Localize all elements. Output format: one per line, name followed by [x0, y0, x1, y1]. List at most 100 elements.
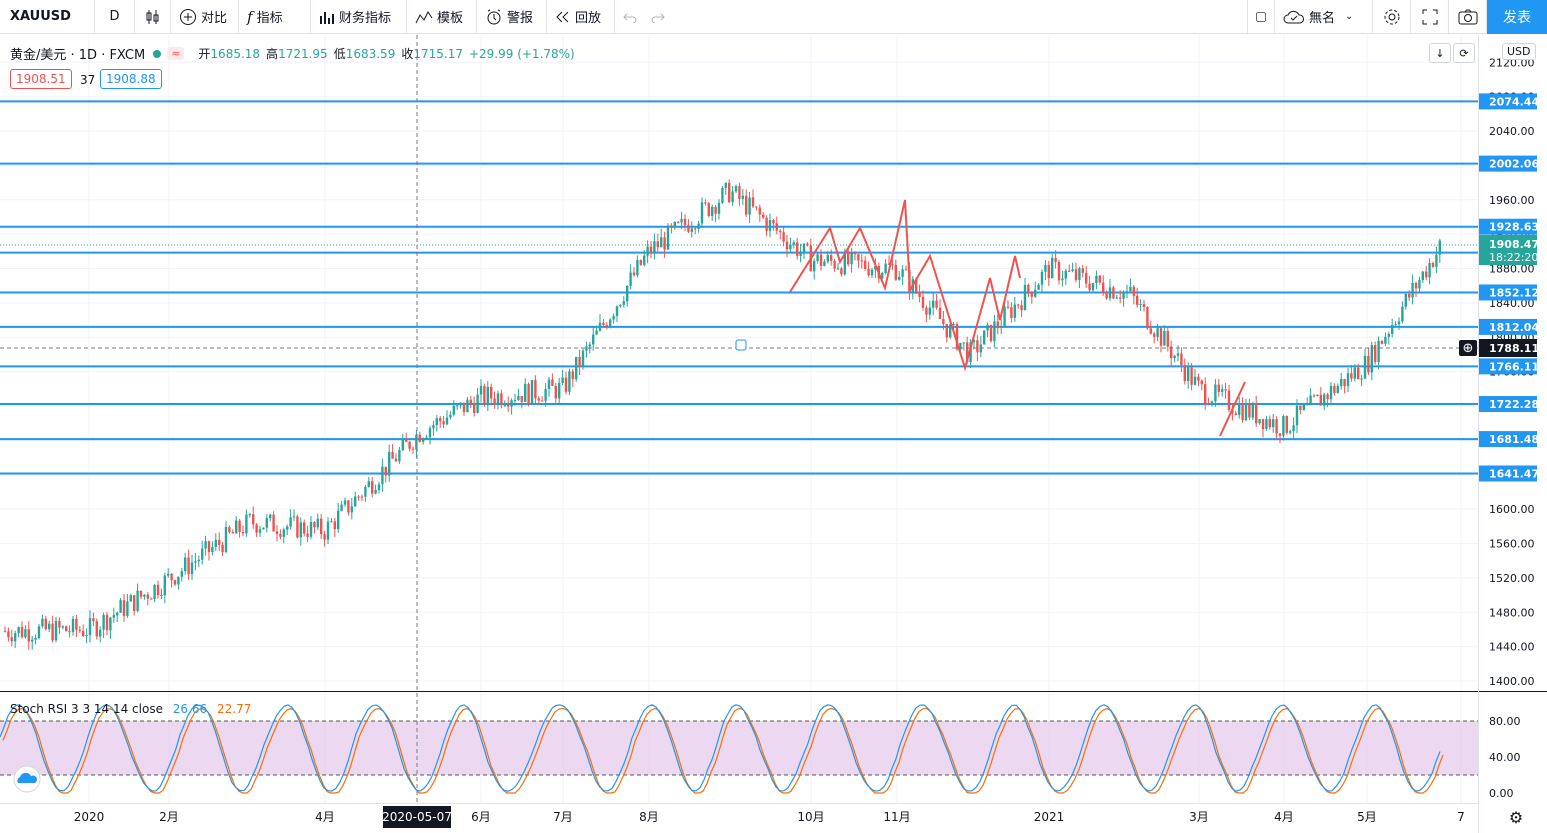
stoch-k-value: 26.66 — [172, 702, 208, 716]
candle-body — [639, 259, 642, 265]
candle-body — [1438, 240, 1441, 255]
candle-body — [493, 398, 496, 404]
stoch-axis[interactable]: 80.00 40.00 0.00 — [1489, 715, 1521, 800]
redo-icon[interactable] — [651, 11, 665, 23]
price-tick-label: 1960.00 — [1489, 194, 1535, 207]
fullscreen-layout-button[interactable] — [1247, 0, 1275, 34]
candle-body — [180, 571, 183, 577]
fullscreen-button[interactable] — [1411, 0, 1449, 34]
candle-body — [1044, 264, 1047, 272]
candle-body — [894, 264, 897, 280]
candle-body — [78, 629, 81, 631]
replay-button[interactable]: 回放 — [547, 0, 615, 34]
candle-body — [1234, 413, 1237, 415]
last-price-box — [1479, 235, 1537, 266]
candle-body — [1248, 403, 1251, 418]
stoch-legend[interactable]: Stoch RSI 3 3 14 14 close 26.66 22.77 — [10, 702, 251, 716]
horizontal-levels — [0, 100, 1478, 475]
candle-body — [1098, 275, 1101, 283]
candle-body — [690, 228, 693, 232]
candle-body — [918, 292, 921, 297]
ask-price[interactable]: 1908.88 — [100, 69, 162, 89]
undo-icon[interactable] — [623, 11, 637, 23]
candle-body — [1350, 373, 1353, 379]
candle-body — [133, 595, 136, 612]
zigzag-line[interactable] — [789, 199, 1021, 372]
indicators-button[interactable]: f 指标 — [239, 0, 311, 34]
candles — [3, 179, 1441, 650]
candle-body — [146, 594, 149, 599]
candle-body — [1255, 403, 1258, 424]
candle-body — [711, 206, 714, 216]
symbol-label: XAUUSD — [10, 9, 71, 24]
candle-body — [411, 448, 415, 450]
candle-body — [292, 516, 296, 518]
interval-button[interactable]: D — [95, 0, 135, 34]
candle-body — [170, 573, 173, 581]
close-label: 收 — [401, 47, 414, 61]
templates-button[interactable]: 模板 — [407, 0, 477, 34]
compare-button[interactable]: 对比 — [171, 0, 239, 34]
crosshair-plus-button[interactable] — [1459, 340, 1477, 356]
rewind-icon — [556, 11, 569, 22]
candle-body — [7, 631, 10, 638]
series-title[interactable]: 黄金/美元 · 1D · FXCM — [10, 48, 146, 63]
candle-body — [1380, 340, 1384, 344]
gear-icon[interactable]: ⚙ — [1509, 808, 1523, 827]
candle-body — [1299, 405, 1302, 411]
candle-body — [666, 225, 670, 250]
candle-body — [986, 324, 989, 331]
candle-body — [388, 451, 391, 476]
layout-name-label: 無名 — [1309, 11, 1336, 26]
refresh-button[interactable]: ⟳ — [1453, 43, 1475, 63]
candle-body — [102, 614, 105, 630]
candle-body — [384, 466, 387, 476]
candle-body — [1295, 405, 1299, 426]
candle-body — [435, 418, 438, 426]
candle-body — [214, 539, 217, 547]
candle-body — [799, 251, 802, 257]
open-value: 1685.18 — [210, 47, 261, 61]
candle-body — [571, 371, 574, 380]
layout-name-button[interactable]: 無名 ⌄ — [1275, 0, 1373, 34]
candle-body — [1013, 304, 1016, 318]
currency-label[interactable]: USD — [1502, 43, 1536, 60]
candle-body — [932, 300, 935, 308]
level-label-box — [1479, 93, 1537, 110]
level-label: 1681.48 — [1489, 433, 1539, 446]
drawing-anchor-handle[interactable] — [735, 339, 747, 351]
candle-body — [231, 532, 234, 534]
snapshot-button[interactable] — [1449, 0, 1487, 34]
trend-line[interactable] — [1219, 381, 1246, 437]
candle-body — [867, 268, 870, 276]
candle-body — [677, 222, 680, 224]
scale-down-button[interactable]: ↓ — [1429, 43, 1451, 63]
financials-button[interactable]: 财务指标 — [311, 0, 407, 34]
bid-price[interactable]: 1908.51 — [10, 69, 72, 89]
time-axis[interactable]: 2020 2月 4月 6月 7月 8月 10月 11月 2021 3月 4月 5月 7 2020-05-0… — [74, 806, 1465, 828]
candle-body — [1306, 402, 1309, 405]
settings-button[interactable] — [1373, 0, 1411, 34]
candle-body — [1326, 394, 1329, 400]
candle-body — [816, 254, 819, 261]
candle-body — [1391, 325, 1394, 334]
level-label-box — [1479, 218, 1537, 235]
crosshair-plus-icon: ⊕ — [1463, 341, 1474, 356]
level-label: 2002.06 — [1489, 158, 1539, 171]
candle-body — [428, 428, 432, 438]
candle-body — [173, 580, 177, 585]
publish-button[interactable]: 发表 — [1487, 0, 1547, 34]
symbol-search[interactable]: XAUUSD — [0, 0, 95, 34]
candle-body — [112, 615, 115, 618]
chart-canvas[interactable]: 2120.002080.002040.002000.001960.001920.… — [0, 35, 1547, 833]
alert-button[interactable]: 警报 — [477, 0, 547, 34]
candle-body — [486, 386, 489, 404]
time-tick-label: 3月 — [1189, 810, 1209, 824]
candle-body — [105, 614, 109, 631]
time-tick-label: 7 — [1457, 810, 1465, 824]
candle-body — [459, 402, 462, 406]
chart-type-button[interactable] — [135, 0, 171, 34]
wave-icon[interactable]: ≈ — [167, 47, 185, 60]
price-axis[interactable]: 2120.002080.002040.002000.001960.001920.… — [1479, 56, 1539, 688]
candle-body — [299, 522, 302, 538]
